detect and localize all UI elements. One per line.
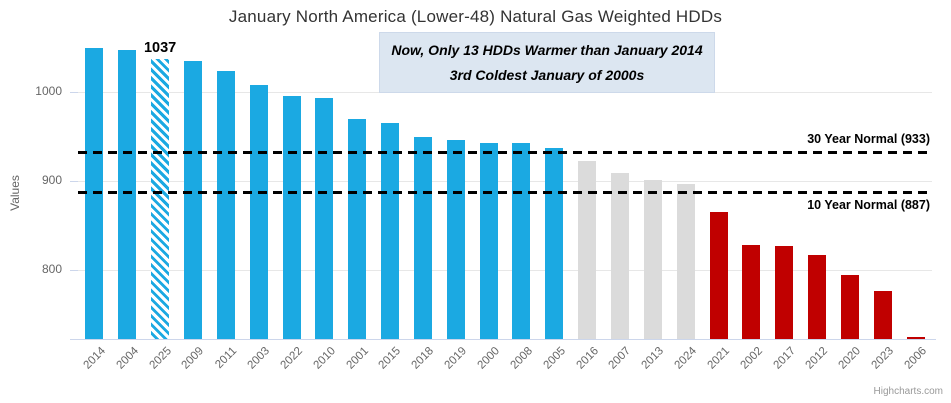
bar-2012[interactable] — [808, 254, 827, 339]
y-gridline — [78, 269, 932, 271]
x-axis-label-2016: 2016 — [574, 345, 601, 372]
x-axis-label-2007: 2007 — [606, 345, 634, 372]
bar-2013[interactable] — [643, 180, 662, 339]
x-axis-label-2018: 2018 — [409, 345, 437, 372]
y-axis-title: Values — [8, 175, 22, 211]
x-axis-label-2022: 2022 — [278, 345, 305, 372]
x-axis-label-2004: 2004 — [114, 345, 141, 372]
bar-2021[interactable] — [709, 212, 728, 339]
annotation-box: Now, Only 13 HDDs Warmer than January 20… — [379, 32, 715, 93]
y-gridline — [78, 180, 932, 182]
x-axis-label-2025: 2025 — [147, 345, 174, 372]
x-axis-label-2001: 2001 — [344, 345, 371, 372]
x-axis-label-2017: 2017 — [771, 345, 798, 372]
x-axis-label-2005: 2005 — [541, 345, 568, 372]
bar-2007[interactable] — [610, 172, 629, 339]
x-axis-label-2024: 2024 — [672, 345, 700, 372]
bar-2025[interactable] — [151, 59, 170, 339]
x-axis-label-2010: 2010 — [311, 345, 338, 372]
bar-2005[interactable] — [545, 148, 564, 339]
30-year-normal-line — [78, 150, 932, 154]
y-axis-tick — [70, 92, 78, 94]
x-axis-label-2023: 2023 — [869, 345, 897, 372]
bar-2000[interactable] — [479, 142, 498, 339]
x-axis-label-2011: 2011 — [213, 345, 240, 371]
x-axis-label-2021: 2021 — [705, 345, 732, 372]
x-axis-label-2014: 2014 — [81, 345, 108, 372]
bar-2020[interactable] — [840, 275, 859, 339]
x-axis-label-2013: 2013 — [639, 345, 667, 372]
bar-2015[interactable] — [381, 123, 400, 339]
y-axis-tick — [70, 269, 78, 271]
bar-2003[interactable] — [249, 85, 268, 339]
bar-2002[interactable] — [742, 244, 761, 339]
chart-title: January North America (Lower-48) Natural… — [228, 7, 723, 26]
bar-2019[interactable] — [446, 140, 465, 339]
bar-2008[interactable] — [512, 142, 531, 339]
bar-2001[interactable] — [348, 118, 367, 339]
bar-2022[interactable] — [282, 95, 301, 339]
10-year-normal-line — [78, 191, 932, 195]
annotation-line-1: Now, Only 13 HDDs Warmer than January 20… — [391, 42, 703, 58]
y-axis-tick — [70, 180, 78, 182]
x-axis-label-2003: 2003 — [245, 345, 273, 372]
10-year-normal-label: 10 Year Normal (887) — [807, 198, 930, 213]
x-axis-line — [70, 339, 936, 340]
bar-value-label: 1037 — [143, 40, 177, 57]
credits-link[interactable]: Highcharts.com — [873, 386, 943, 397]
bar-2024[interactable] — [676, 183, 695, 339]
x-axis-label-2020: 2020 — [836, 345, 864, 372]
y-axis-label: 800 — [41, 261, 62, 276]
y-axis-label: 1000 — [35, 84, 62, 99]
bar-2006[interactable] — [906, 337, 925, 340]
bar-2011[interactable] — [216, 70, 235, 339]
bar-2009[interactable] — [183, 61, 202, 339]
bar-2023[interactable] — [873, 291, 892, 339]
bar-2010[interactable] — [315, 98, 334, 339]
bar-2017[interactable] — [775, 245, 794, 339]
x-axis-label-2000: 2000 — [475, 345, 503, 372]
x-axis-label-2006: 2006 — [902, 345, 930, 372]
x-axis-label-2009: 2009 — [179, 345, 207, 372]
x-axis-label-2019: 2019 — [442, 345, 470, 372]
annotation-line-2: 3rd Coldest January of 2000s — [449, 67, 645, 83]
bar-2018[interactable] — [413, 136, 432, 339]
x-axis-label-2012: 2012 — [803, 345, 831, 372]
y-axis-label: 900 — [41, 172, 62, 187]
30-year-normal-label: 30 Year Normal (933) — [807, 131, 930, 146]
x-axis-label-2002: 2002 — [738, 345, 765, 372]
x-axis-label-2008: 2008 — [508, 345, 535, 372]
bar-2016[interactable] — [578, 160, 597, 339]
x-axis-label-2015: 2015 — [376, 345, 404, 372]
